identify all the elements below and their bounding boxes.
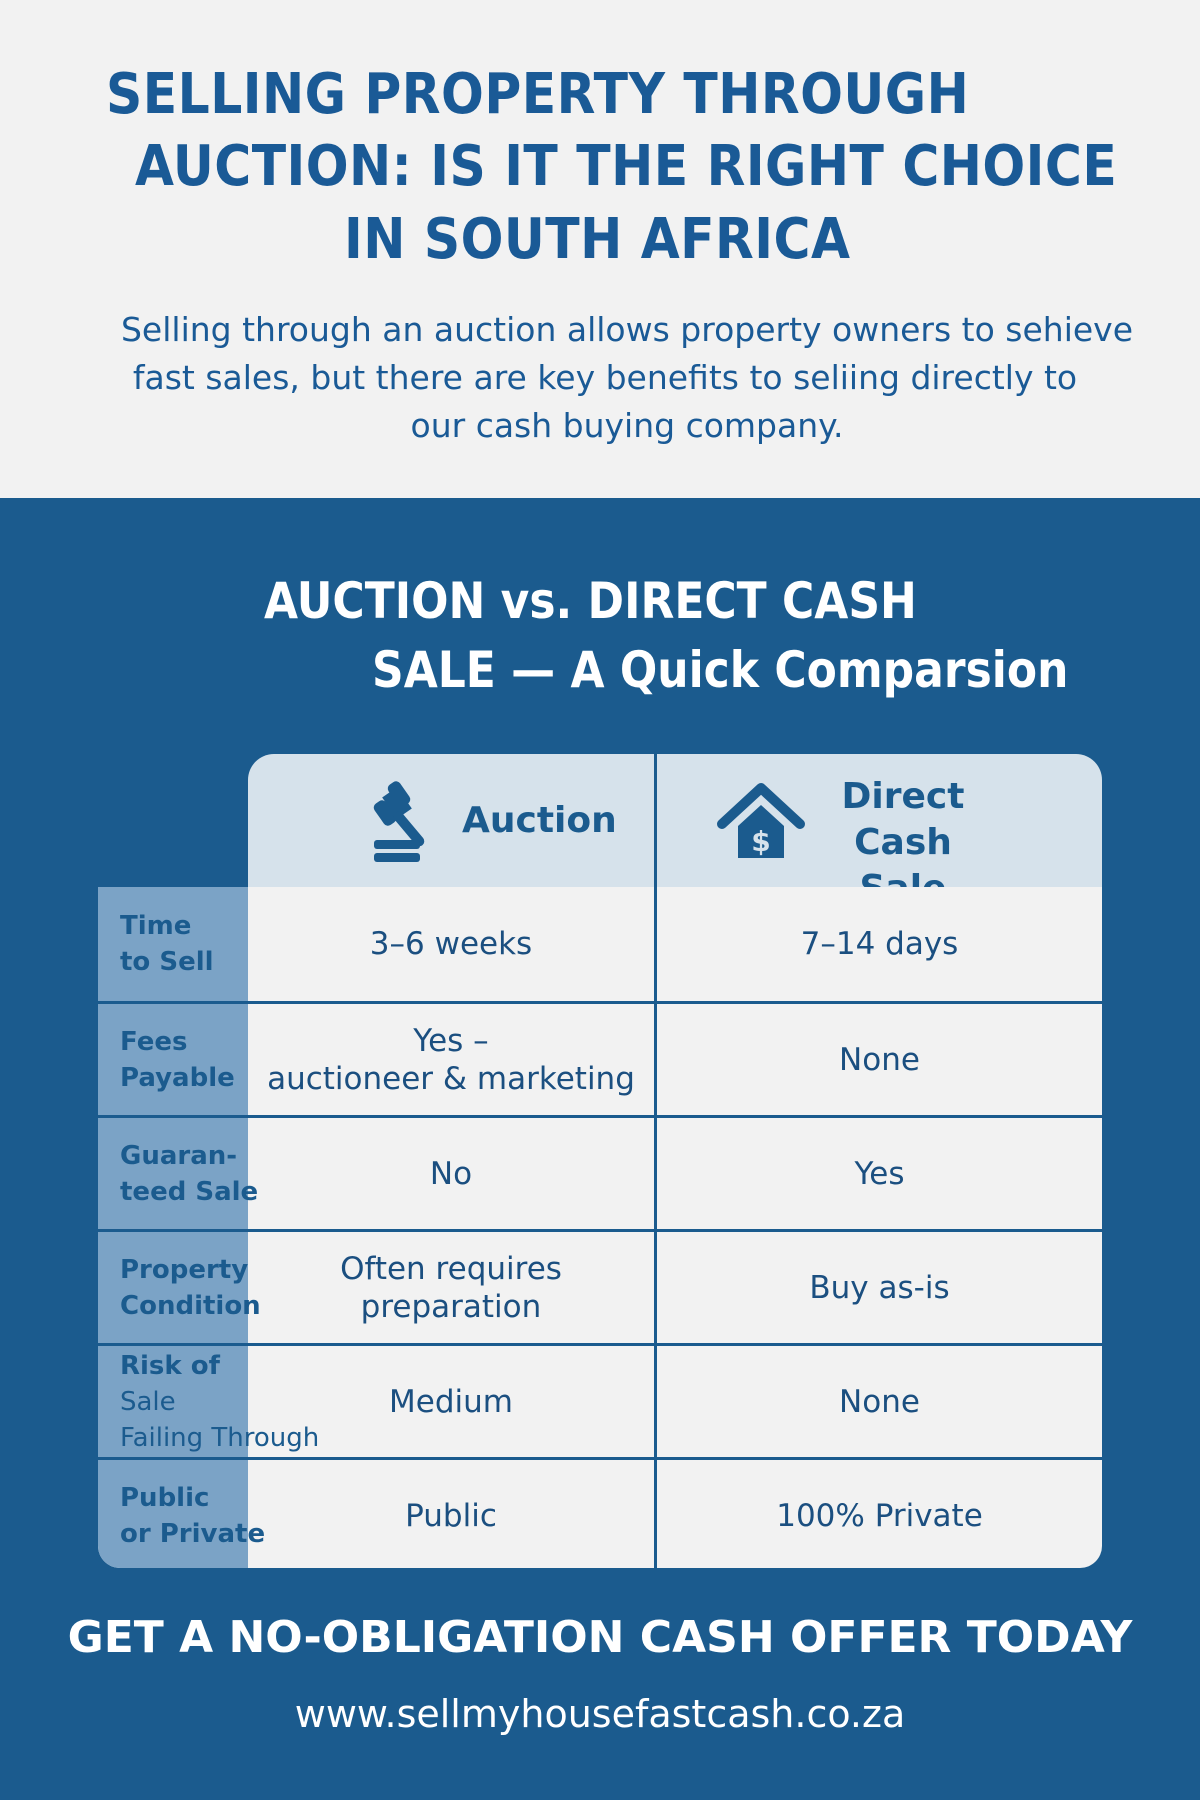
website-link[interactable]: www.sellmyhousefastcash.co.za bbox=[294, 1692, 906, 1736]
row-label-column bbox=[98, 887, 248, 1568]
table-row: Time to Sell 3–6 weeks 7–14 days bbox=[98, 887, 1102, 1001]
house-dollar-icon: $ bbox=[717, 783, 805, 858]
row-label-line: Guaran- bbox=[120, 1140, 238, 1171]
row-label: Property Condition bbox=[120, 1252, 261, 1324]
column-header-line: Direct Cash bbox=[841, 776, 965, 863]
cell-value: 3–6 weeks bbox=[369, 926, 533, 962]
cell-value: Buy as-is bbox=[809, 1269, 950, 1306]
direct-cash-cell: Yes bbox=[657, 1118, 1102, 1229]
cell-line: Yes – bbox=[413, 1022, 489, 1059]
page-title-line-2: AUCTION: IS IT THE RIGHT CHOICE bbox=[135, 134, 1118, 199]
comparison-heading-line-2: SALE — A Quick Comparsion bbox=[372, 641, 1069, 699]
cell-value: No bbox=[429, 1155, 473, 1192]
cell-value: Public bbox=[405, 1497, 497, 1534]
page-title-line-1: SELLING PROPERTY THROUGH bbox=[106, 62, 970, 127]
cell-line: auctioneer & marketing bbox=[267, 1060, 635, 1097]
comparison-heading-line-1: AUCTION vs. DIRECT CASH bbox=[264, 572, 917, 630]
auction-cell: No bbox=[248, 1118, 654, 1229]
svg-text:$: $ bbox=[751, 825, 770, 858]
cell-value: None bbox=[839, 1383, 920, 1420]
cell-value: 7–14 days bbox=[800, 926, 959, 962]
table-row: Fees Payable Yes – auctioneer & marketing No… bbox=[98, 1001, 1102, 1115]
table-header: Auction $ Direct Cash Sale bbox=[248, 754, 1102, 909]
auction-cell: Yes – auctioneer & marketing bbox=[248, 1004, 654, 1115]
row-label: Time to Sell bbox=[120, 908, 214, 980]
page-title-line-3: IN SOUTH AFRICA bbox=[344, 207, 851, 272]
cell-value: None bbox=[839, 1041, 920, 1078]
row-label-line: Public bbox=[120, 1482, 210, 1513]
auction-cell: Often requires preparation bbox=[248, 1232, 654, 1343]
row-label-line: Failing Through bbox=[120, 1422, 320, 1453]
gavel-icon bbox=[373, 781, 425, 862]
direct-cash-cell: 7–14 days bbox=[657, 887, 1102, 1001]
row-label-line: Time bbox=[120, 911, 192, 941]
table-row: Property Condition Often requires preparati… bbox=[98, 1229, 1102, 1343]
cell-line: Often requires bbox=[340, 1250, 562, 1287]
subtitle-line-1: Selling through an auction allows proper… bbox=[120, 310, 1134, 349]
table-row: Guaran-teed Sale No Yes bbox=[98, 1115, 1102, 1229]
cta-heading: GET A NO-OBLIGATION CASH OFFER TODAY bbox=[67, 1612, 1133, 1663]
row-label: Guaran-teed Sale bbox=[120, 1138, 258, 1210]
row-label-line: or Private bbox=[120, 1518, 266, 1549]
row-label: Risk of Sale Failing Through bbox=[120, 1348, 319, 1456]
cell-value: Medium bbox=[389, 1383, 513, 1420]
row-label-line: Property bbox=[120, 1254, 249, 1285]
cell-value: 100% Private bbox=[776, 1497, 983, 1534]
table-row: Public or Private Public 100% Private bbox=[98, 1457, 1102, 1568]
subtitle-line-3: our cash buying company. bbox=[410, 406, 844, 445]
row-label-line: Risk of bbox=[120, 1350, 220, 1381]
intro-section: SELLING PROPERTY THROUGH AUCTION: IS IT … bbox=[0, 0, 1200, 498]
row-label-line: Sale bbox=[120, 1386, 176, 1417]
cell-value: Yes bbox=[854, 1155, 905, 1192]
row-label-line: Payable bbox=[120, 1062, 235, 1093]
direct-cash-cell: None bbox=[657, 1004, 1102, 1115]
direct-cash-cell: None bbox=[657, 1346, 1102, 1457]
comparison-table: Time to Sell 3–6 weeks 7–14 days Fees Payable… bbox=[98, 887, 1102, 1568]
row-label-line: teed Sale bbox=[120, 1176, 259, 1207]
auction-cell: Public bbox=[248, 1460, 654, 1568]
direct-cash-cell: 100% Private bbox=[657, 1460, 1102, 1568]
auction-cell: Medium bbox=[248, 1346, 654, 1457]
cell-line: preparation bbox=[360, 1288, 542, 1325]
direct-cash-cell: Buy as-is bbox=[657, 1232, 1102, 1343]
row-label-line: Fees bbox=[120, 1026, 188, 1057]
table-row: Risk of Sale Failing Through Medium None bbox=[98, 1343, 1102, 1457]
auction-cell: 3–6 weeks bbox=[248, 887, 654, 1001]
row-label: Fees Payable bbox=[120, 1024, 235, 1096]
column-header-auction: Auction bbox=[462, 800, 617, 841]
subtitle-line-2: fast sales, but there are key benefits t… bbox=[132, 358, 1078, 397]
row-label-line: to Sell bbox=[120, 947, 214, 977]
row-label: Public or Private bbox=[120, 1480, 265, 1552]
row-label-line: Condition bbox=[120, 1290, 261, 1321]
column-divider bbox=[654, 754, 657, 1568]
